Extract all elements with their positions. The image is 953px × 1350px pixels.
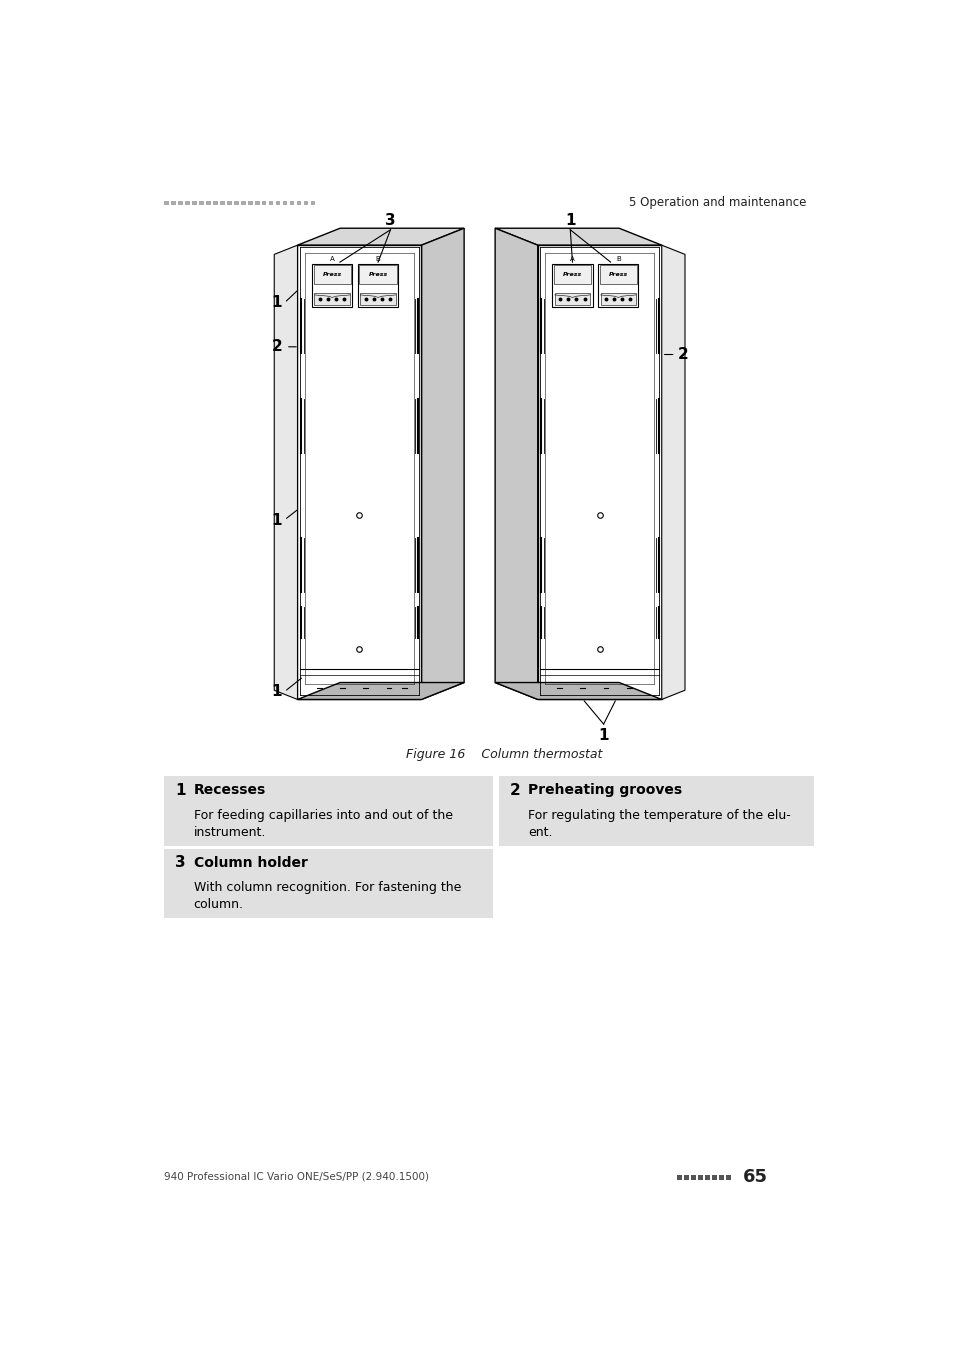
- Text: B: B: [616, 256, 620, 262]
- Bar: [314, 293, 350, 305]
- Bar: [711, 1176, 716, 1180]
- Bar: [290, 201, 294, 205]
- Text: 3: 3: [385, 213, 395, 228]
- Text: 1: 1: [271, 684, 281, 699]
- Polygon shape: [495, 228, 661, 246]
- Text: A: A: [570, 256, 575, 262]
- Bar: [297, 246, 421, 699]
- Bar: [220, 201, 224, 205]
- Polygon shape: [495, 228, 537, 699]
- Text: Figure 16    Column thermostat: Figure 16 Column thermostat: [406, 748, 601, 761]
- Bar: [683, 1176, 688, 1180]
- Bar: [296, 201, 301, 205]
- Bar: [554, 293, 590, 305]
- Bar: [164, 776, 493, 845]
- Text: With column recognition. For fastening the
column.: With column recognition. For fastening t…: [193, 882, 460, 911]
- Text: 940 Professional IC Vario ONE/SeS/PP (2.940.1500): 940 Professional IC Vario ONE/SeS/PP (2.…: [164, 1172, 429, 1181]
- Bar: [704, 1176, 709, 1180]
- Text: For regulating the temperature of the elu-
ent.: For regulating the temperature of the el…: [528, 809, 790, 838]
- Bar: [227, 201, 232, 205]
- Text: B: B: [375, 256, 380, 262]
- Bar: [599, 293, 636, 305]
- Text: For feeding capillaries into and out of the
instrument.: For feeding capillaries into and out of …: [193, 809, 452, 838]
- Polygon shape: [297, 228, 464, 246]
- Bar: [725, 1176, 730, 1180]
- Bar: [254, 201, 259, 205]
- Bar: [599, 265, 637, 285]
- Text: Column holder: Column holder: [193, 856, 307, 869]
- Text: Press: Press: [562, 273, 581, 277]
- Text: 2: 2: [272, 339, 282, 354]
- Text: 5 Operation and maintenance: 5 Operation and maintenance: [628, 196, 805, 208]
- Bar: [213, 201, 217, 205]
- Bar: [552, 265, 592, 306]
- Bar: [241, 201, 245, 205]
- Bar: [164, 201, 169, 205]
- Bar: [199, 201, 204, 205]
- Bar: [303, 201, 308, 205]
- Bar: [261, 201, 266, 205]
- Text: A: A: [330, 256, 335, 262]
- Text: Preheating grooves: Preheating grooves: [528, 783, 681, 798]
- Text: 65: 65: [742, 1168, 767, 1185]
- Bar: [312, 265, 352, 306]
- Bar: [185, 201, 190, 205]
- Text: 1: 1: [564, 213, 575, 228]
- Text: Press: Press: [608, 273, 627, 277]
- Bar: [537, 246, 661, 699]
- Bar: [192, 201, 196, 205]
- Bar: [598, 265, 638, 306]
- Bar: [282, 201, 287, 205]
- Bar: [171, 201, 175, 205]
- Polygon shape: [421, 228, 464, 699]
- Polygon shape: [495, 683, 661, 699]
- Text: Recesses: Recesses: [193, 783, 266, 798]
- Text: 1: 1: [271, 513, 281, 528]
- Text: 1: 1: [598, 728, 608, 743]
- Text: Press: Press: [368, 273, 387, 277]
- Bar: [359, 265, 396, 285]
- Bar: [677, 1176, 681, 1180]
- Polygon shape: [661, 246, 684, 699]
- Text: 3: 3: [174, 855, 186, 871]
- Bar: [164, 849, 493, 918]
- Text: Press: Press: [322, 273, 341, 277]
- Bar: [206, 201, 211, 205]
- Text: 2: 2: [678, 347, 688, 362]
- Text: 1: 1: [174, 783, 185, 798]
- Bar: [311, 201, 315, 205]
- Bar: [360, 293, 395, 305]
- Bar: [719, 1176, 723, 1180]
- Polygon shape: [274, 246, 297, 699]
- Bar: [178, 201, 183, 205]
- Bar: [357, 265, 397, 306]
- Bar: [554, 265, 591, 285]
- Bar: [698, 1176, 702, 1180]
- Bar: [248, 201, 253, 205]
- Polygon shape: [297, 683, 464, 699]
- Bar: [275, 201, 280, 205]
- Bar: [314, 265, 351, 285]
- Bar: [498, 776, 813, 845]
- Bar: [691, 1176, 695, 1180]
- Bar: [269, 201, 274, 205]
- Bar: [233, 201, 238, 205]
- Text: 2: 2: [509, 783, 520, 798]
- Text: 1: 1: [271, 296, 281, 310]
